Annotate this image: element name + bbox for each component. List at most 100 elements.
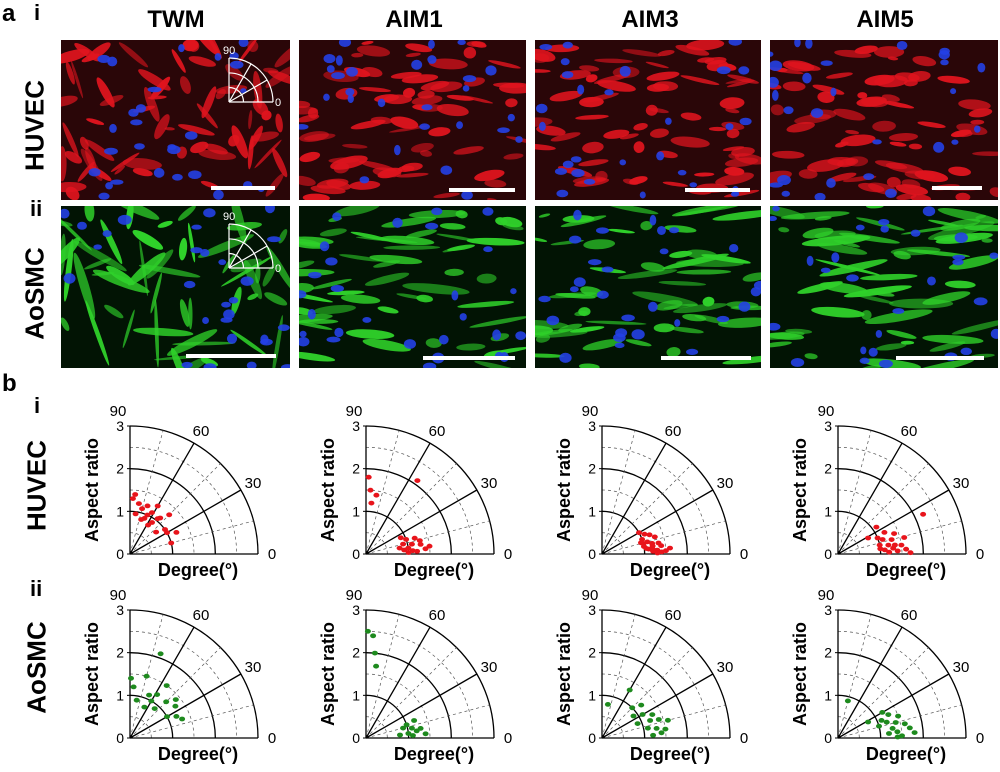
cell-body bbox=[770, 341, 792, 348]
cell-body bbox=[632, 291, 699, 307]
data-point bbox=[874, 535, 881, 541]
cell-body bbox=[182, 40, 199, 52]
cell-body bbox=[778, 227, 790, 233]
cell-body bbox=[92, 269, 150, 294]
radial-tick-label: 0 bbox=[116, 730, 124, 746]
cell-body bbox=[65, 61, 75, 85]
polar-plot-huvec-aim5: 0 1 2 3 90 60 30 0 Aspect ratio Degree(°) bbox=[778, 396, 988, 586]
cell-body bbox=[154, 298, 159, 368]
nucleus bbox=[102, 230, 112, 237]
cell-body bbox=[694, 172, 715, 177]
cell-body bbox=[266, 246, 290, 292]
data-point bbox=[422, 731, 429, 737]
nucleus bbox=[568, 235, 582, 244]
radial-tick-label: 1 bbox=[352, 503, 360, 519]
data-point bbox=[898, 542, 905, 548]
cell-body bbox=[369, 254, 423, 265]
data-point bbox=[895, 713, 902, 719]
cell-body bbox=[804, 353, 818, 360]
angle-label-90: 90 bbox=[110, 403, 127, 420]
cell-body bbox=[712, 209, 761, 221]
nucleus bbox=[190, 247, 203, 254]
data-point bbox=[132, 511, 139, 517]
cell-body bbox=[150, 272, 162, 314]
cell-body bbox=[505, 98, 518, 108]
cell-body bbox=[719, 97, 745, 110]
x-axis-label: Degree(°) bbox=[394, 744, 474, 764]
data-point bbox=[892, 720, 899, 725]
cell-body bbox=[535, 69, 551, 73]
cell-body bbox=[127, 252, 166, 286]
nucleus bbox=[669, 227, 680, 234]
data-point bbox=[139, 506, 146, 512]
data-point bbox=[409, 733, 416, 738]
angle-label-60: 60 bbox=[193, 423, 210, 440]
cell-body bbox=[484, 179, 507, 188]
angle-label-90: 90 bbox=[346, 403, 363, 420]
spoke-30 bbox=[129, 673, 242, 739]
nucleus bbox=[571, 169, 585, 178]
dashed-ring bbox=[365, 489, 431, 555]
data-point bbox=[164, 714, 170, 720]
data-point bbox=[403, 537, 410, 542]
cell-body bbox=[535, 48, 556, 62]
nucleus bbox=[267, 236, 281, 243]
data-point bbox=[641, 531, 648, 537]
inset-polar-icon bbox=[228, 57, 274, 103]
data-point bbox=[636, 530, 642, 536]
radial-tick-label: 2 bbox=[116, 645, 124, 661]
cell-body bbox=[814, 230, 856, 240]
polar-plot-huvec-twm: 0 1 2 3 90 60 30 0 Aspect ratio Degree(°) bbox=[70, 396, 280, 586]
nucleus bbox=[587, 259, 602, 266]
nucleus bbox=[181, 361, 193, 368]
cell-body bbox=[669, 326, 704, 334]
data-point bbox=[411, 718, 418, 723]
cell-body bbox=[474, 169, 505, 182]
data-point bbox=[368, 500, 375, 506]
cell-body bbox=[914, 170, 949, 183]
cell-body bbox=[313, 304, 356, 315]
nucleus bbox=[725, 123, 734, 131]
cell-body bbox=[362, 338, 411, 352]
data-point bbox=[865, 719, 872, 725]
data-point bbox=[881, 530, 888, 535]
cell-body bbox=[646, 71, 680, 81]
ring-3 bbox=[129, 425, 259, 555]
data-point bbox=[647, 718, 654, 723]
cell-body bbox=[493, 82, 525, 88]
dashed-spoke bbox=[601, 430, 636, 555]
dashed-ring bbox=[837, 716, 860, 739]
data-point bbox=[408, 541, 415, 547]
cell-body bbox=[922, 334, 984, 345]
cell-body bbox=[658, 280, 707, 286]
data-point bbox=[906, 725, 913, 731]
nucleus bbox=[483, 246, 493, 253]
data-point bbox=[664, 717, 671, 723]
radial-tick-label: 2 bbox=[824, 645, 832, 661]
data-point bbox=[163, 683, 170, 688]
inset-label-90: 90 bbox=[223, 211, 235, 223]
dashed-ring bbox=[601, 716, 624, 739]
angle-label-90: 90 bbox=[346, 587, 363, 604]
cell-body bbox=[558, 323, 583, 332]
nucleus bbox=[299, 330, 307, 338]
spoke-30 bbox=[601, 673, 714, 739]
dashed-ring bbox=[365, 716, 388, 739]
data-point bbox=[885, 712, 892, 717]
y-axis-label: Aspect ratio bbox=[318, 438, 338, 542]
angle-label-60: 60 bbox=[901, 423, 918, 440]
radial-tick-label: 1 bbox=[824, 687, 832, 703]
data-point bbox=[426, 543, 433, 549]
nucleus bbox=[648, 301, 658, 312]
cell-body bbox=[649, 128, 669, 138]
cell-body bbox=[272, 315, 283, 368]
nucleus bbox=[319, 241, 330, 252]
nucleus bbox=[577, 84, 585, 95]
cell-body bbox=[264, 292, 288, 306]
cell-body bbox=[132, 229, 164, 250]
nucleus bbox=[863, 173, 875, 180]
cell-body bbox=[253, 70, 263, 109]
nucleus bbox=[459, 313, 467, 321]
cell-body bbox=[578, 307, 591, 317]
nucleus bbox=[933, 141, 945, 153]
